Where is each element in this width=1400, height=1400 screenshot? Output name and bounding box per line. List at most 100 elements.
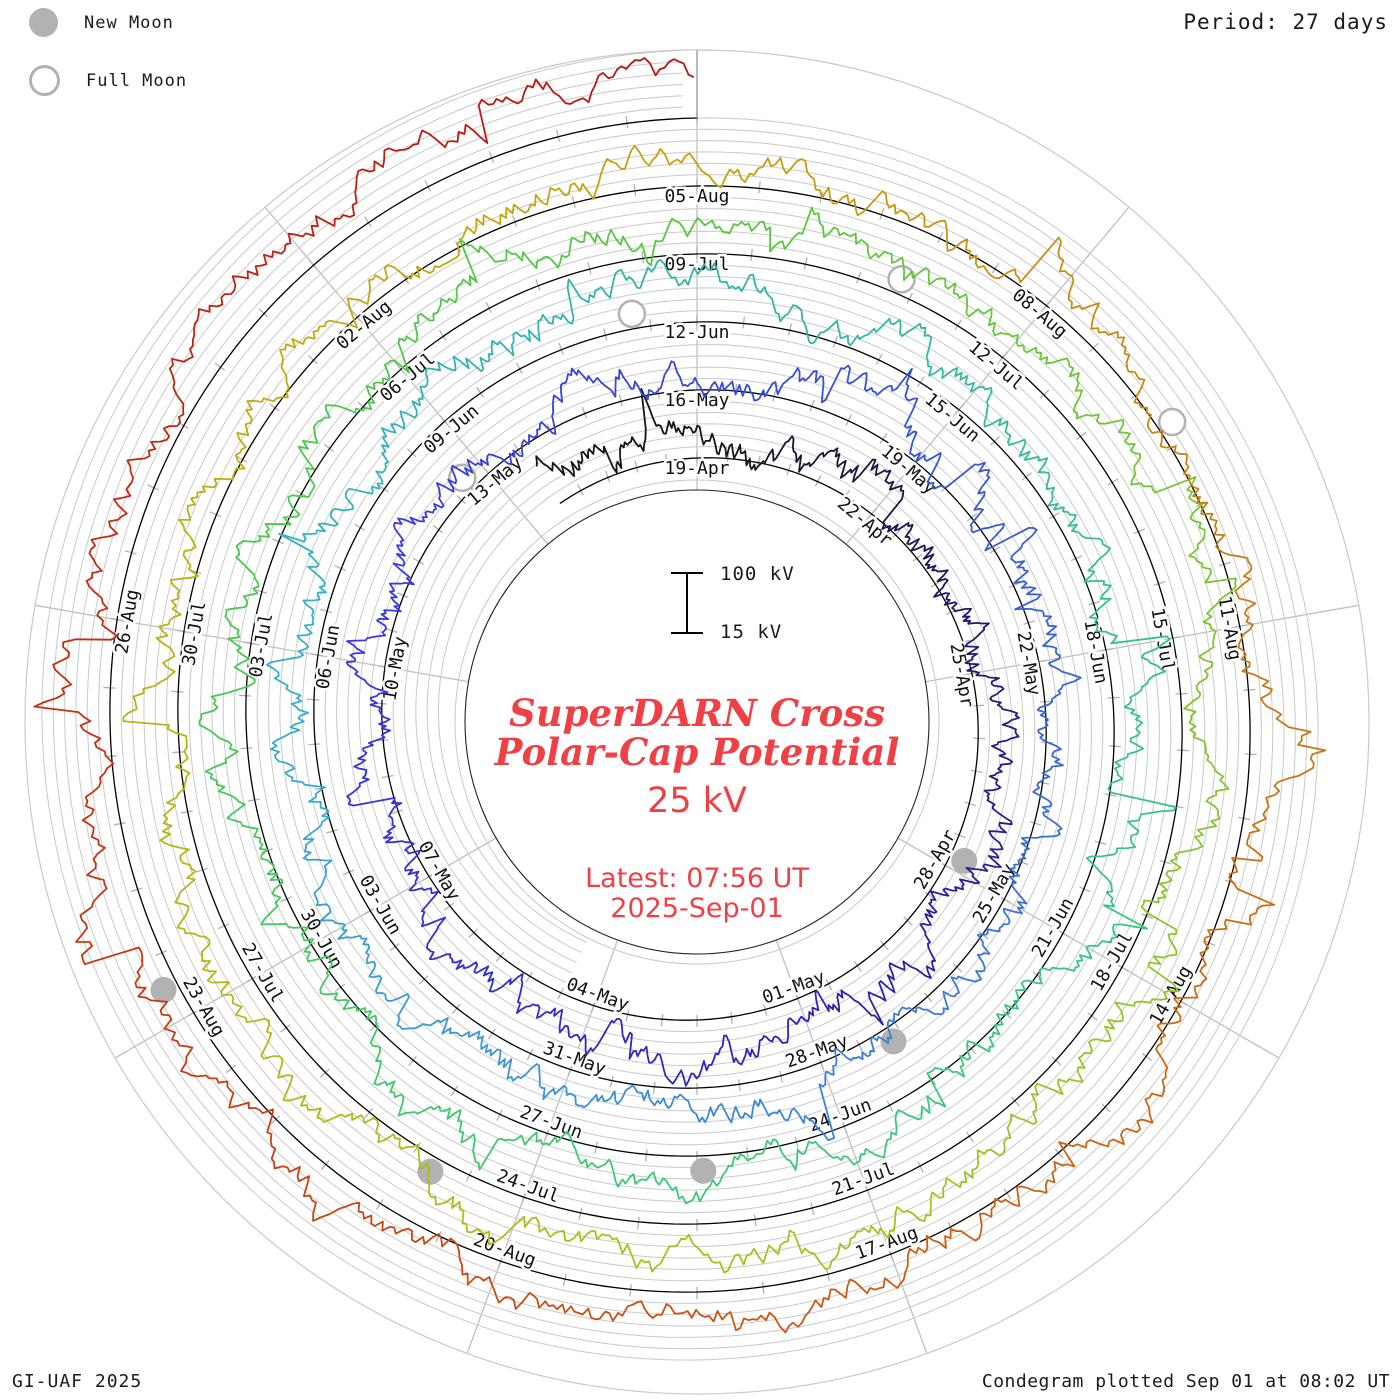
potential-trace-segment	[297, 404, 331, 455]
potential-trace-segment	[717, 1098, 762, 1124]
potential-trace-segment	[314, 895, 348, 932]
potential-trace-segment	[169, 554, 200, 616]
date-label: 18-Jun	[1080, 618, 1112, 686]
potential-trace-segment	[134, 959, 173, 1021]
potential-trace-segment	[840, 458, 886, 483]
new-moon-marker	[880, 1028, 907, 1055]
chart-title-line1: SuperDARN Cross	[508, 691, 886, 735]
potential-trace-segment	[542, 231, 596, 269]
new-moon-marker	[150, 976, 177, 1003]
potential-trace-segment	[557, 367, 595, 403]
potential-trace-segment	[163, 1018, 207, 1078]
potential-trace-segment	[700, 219, 757, 235]
potential-trace-segment	[652, 1171, 705, 1205]
potential-trace-segment	[369, 696, 392, 734]
potential-trace-segment	[272, 1055, 308, 1107]
potential-trace-segment	[541, 278, 590, 325]
potential-trace-segment	[166, 728, 191, 786]
potential-trace-segment	[955, 1198, 1015, 1242]
potential-trace-segment	[88, 504, 128, 572]
potential-trace-segment	[296, 1166, 355, 1222]
new-moon-label: New Moon	[84, 12, 174, 33]
potential-trace-segment	[521, 1291, 590, 1316]
potential-trace-segment	[547, 165, 605, 200]
potential-trace-segment	[1036, 674, 1082, 719]
potential-trace-segment	[659, 420, 695, 437]
potential-trace-segment	[924, 888, 950, 920]
full-moon-label: Full Moon	[86, 70, 188, 91]
potential-trace-segment	[346, 627, 387, 660]
potential-trace-segment	[372, 1117, 420, 1152]
potential-trace-segment	[86, 836, 108, 908]
date-label: 08-Aug	[1008, 285, 1071, 343]
potential-trace-segment	[451, 1200, 507, 1246]
potential-trace-segment	[1078, 1018, 1118, 1069]
potential-trace-segment	[942, 975, 977, 1011]
potential-trace-segment	[1114, 734, 1145, 782]
potential-trace-segment	[284, 762, 326, 803]
potential-trace-segment	[820, 364, 868, 404]
potential-trace-segment	[390, 385, 424, 430]
potential-trace-segment	[656, 1053, 695, 1087]
potential-trace-segment	[741, 381, 784, 402]
potential-trace-segment	[1273, 726, 1327, 792]
potential-trace-segment	[353, 732, 386, 771]
potential-trace-segment	[964, 645, 980, 677]
potential-trace-segment	[1007, 438, 1049, 474]
potential-trace-segment	[176, 903, 211, 962]
date-label: 22-May	[1013, 630, 1045, 698]
potential-trace-segment	[262, 343, 297, 403]
potential-trace-segment	[1020, 966, 1077, 991]
potential-trace-segment	[651, 1303, 719, 1323]
potential-trace-segment	[994, 989, 1027, 1027]
potential-trace-segment	[984, 526, 1038, 569]
potential-trace-segment	[43, 638, 112, 703]
potential-trace-segment	[863, 241, 913, 281]
potential-trace-segment	[1037, 716, 1062, 758]
potential-trace-segment	[557, 1009, 587, 1042]
potential-trace-segment	[310, 176, 358, 237]
potential-trace-segment	[346, 266, 389, 329]
potential-trace-segment	[1072, 410, 1131, 443]
potential-trace-segment	[273, 671, 310, 720]
potential-trace-segment	[325, 381, 379, 414]
potential-trace-segment	[570, 443, 602, 471]
potential-trace-segment	[853, 1206, 908, 1239]
potential-trace-segment	[810, 320, 861, 347]
potential-trace-segment	[706, 380, 744, 397]
date-label: 19-Apr	[664, 458, 729, 479]
potential-trace-segment	[448, 214, 496, 263]
potential-trace-segment	[594, 228, 652, 267]
potential-trace-segment	[383, 260, 451, 280]
center-title-block: SuperDARN Cross Polar-Cap Potential 25 k…	[397, 694, 997, 924]
potential-trace-segment	[1187, 646, 1215, 706]
potential-trace-segment	[1159, 445, 1200, 497]
potential-trace-segment	[226, 798, 264, 846]
potential-trace-segment	[813, 212, 866, 245]
potential-trace-segment	[302, 801, 331, 853]
scale-top-label: 100 kV	[720, 563, 795, 585]
potential-trace-segment	[793, 1232, 856, 1271]
potential-trace-segment	[426, 943, 463, 970]
potential-trace-segment	[1173, 963, 1208, 1022]
potential-trace-segment	[287, 452, 316, 508]
potential-trace-segment	[493, 193, 550, 226]
potential-trace-segment	[635, 1089, 679, 1109]
potential-trace-segment	[972, 841, 1004, 872]
potential-trace-segment	[1152, 476, 1206, 531]
potential-trace-segment	[1083, 545, 1112, 600]
potential-trace-segment	[808, 1064, 837, 1142]
potential-trace-segment	[881, 521, 914, 540]
potential-trace-segment	[959, 1024, 1001, 1061]
potential-trace-segment	[477, 78, 548, 107]
potential-trace-segment	[759, 1098, 810, 1124]
potential-trace-segment	[534, 394, 559, 438]
full-moon-marker	[1157, 407, 1187, 437]
potential-trace-segment	[270, 717, 305, 765]
plotted-label: Condegram plotted Sep 01 at 08:02 UT	[981, 1371, 1390, 1392]
potential-trace-segment	[1246, 790, 1280, 852]
potential-trace-segment	[903, 397, 919, 458]
potential-trace-segment	[845, 1271, 907, 1299]
potential-trace-segment	[375, 423, 397, 474]
potential-trace-segment	[1088, 597, 1118, 645]
